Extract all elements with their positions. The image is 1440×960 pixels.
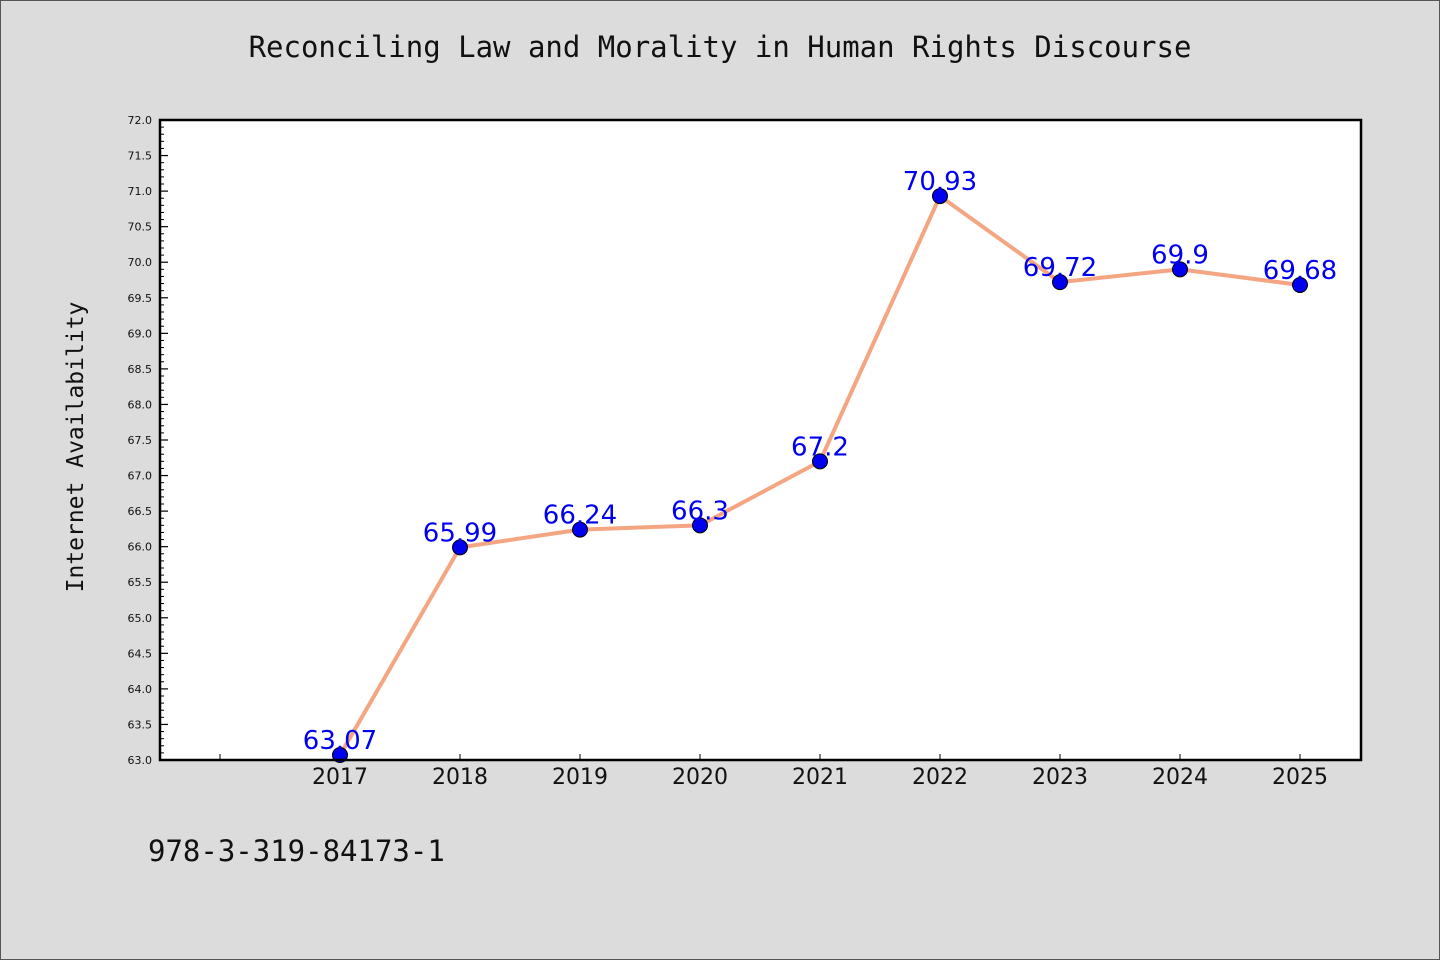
data-label: 66.3: [671, 496, 729, 526]
data-point: [1052, 274, 1068, 291]
isbn-footer: 978-3-319-84173-1: [148, 834, 445, 868]
y-tick-label: 70.5: [128, 221, 153, 234]
x-tick-label: 2019: [552, 765, 608, 790]
data-label: 65.99: [423, 518, 497, 548]
plot-area: [160, 120, 1361, 760]
x-tick-label: 2020: [672, 765, 728, 790]
y-tick-label: 71.5: [128, 150, 153, 163]
data-point: [692, 517, 708, 534]
data-label: 66.24: [543, 501, 617, 531]
y-tick-label: 68.5: [128, 363, 153, 376]
data-label: 69.72: [1023, 253, 1097, 283]
y-tick-label: 66.0: [128, 541, 153, 554]
x-tick-label: 2017: [312, 765, 368, 790]
y-tick-label: 71.0: [128, 185, 153, 198]
x-tick-label: 2025: [1272, 765, 1328, 790]
y-tick-label: 65.5: [128, 576, 153, 589]
series-markers: [332, 188, 1308, 764]
y-tick-label: 70.0: [128, 256, 153, 269]
plot-border: [158, 118, 1363, 762]
x-tick-label: 2022: [912, 765, 968, 790]
y-tick-label: 72.0: [128, 114, 153, 127]
data-point: [812, 453, 828, 470]
y-tick-label: 65.0: [128, 612, 153, 625]
y-tick-label: 69.0: [128, 327, 153, 340]
x-axis: 2017 2018 2019 2020 2021 2022 2023 2024 2025: [219, 754, 1328, 790]
y-tick-label: 64.5: [128, 647, 153, 660]
data-label: 70.93: [903, 167, 977, 197]
data-point: [932, 188, 948, 205]
y-tick-label: 63.0: [128, 754, 153, 767]
x-tick-label: 2021: [792, 765, 848, 790]
data-point: [452, 539, 468, 556]
y-tick-label: 64.0: [128, 683, 153, 696]
y-tick-label: 67.0: [128, 470, 153, 483]
y-tick-label: 69.5: [128, 292, 153, 305]
data-point: [1292, 276, 1308, 293]
y-tick-label: 68.0: [128, 398, 153, 411]
data-point: [1172, 261, 1188, 278]
data-label: 63.07: [303, 726, 377, 756]
data-point: [572, 521, 588, 538]
data-label: 69.68: [1263, 256, 1337, 286]
y-tick-label: 63.5: [128, 718, 153, 731]
data-label: 69.9: [1151, 240, 1209, 270]
data-label: 67.2: [791, 432, 849, 462]
y-tick-label: 66.5: [128, 505, 153, 518]
chart-title: Reconciling Law and Morality in Human Ri…: [248, 30, 1192, 64]
y-tick-label: 67.5: [128, 434, 153, 447]
x-tick-label: 2018: [432, 765, 488, 790]
data-labels: 63.07 65.99 66.24 66.3 67.2 70.93 69.72 69.9 69.…: [303, 167, 1337, 756]
x-tick-label: 2023: [1032, 765, 1088, 790]
x-tick-label: 2024: [1152, 765, 1208, 790]
